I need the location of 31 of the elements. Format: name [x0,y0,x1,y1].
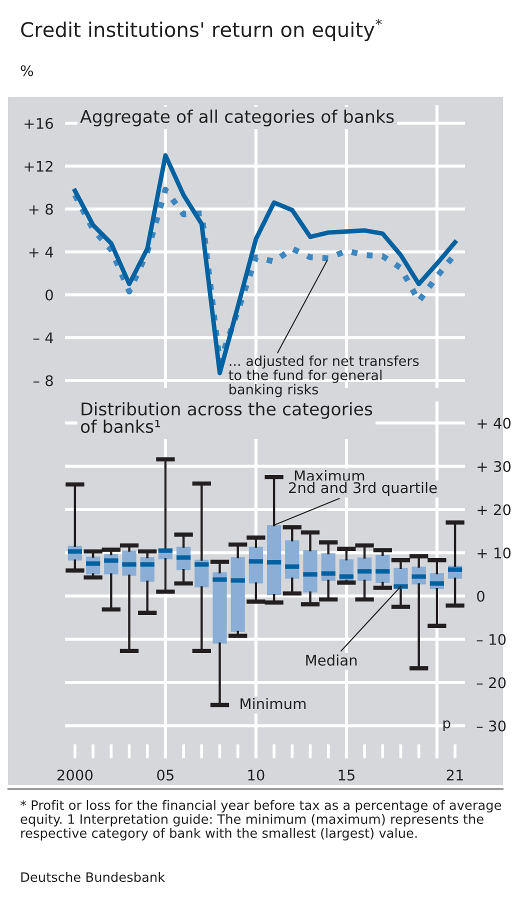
y-tick-label: + 4 [29,246,54,258]
y-tick-label: – 20 [476,677,506,688]
y-tick-label: – 8 [33,375,53,386]
text: * Profit or loss for the financial year before tax as a percentage of average equity. 1 Interpretation guide: The minimum (maximum) represents the respective category of bank with the smallest (largest) value. [20,800,502,840]
y-tick-label: +16 [24,118,53,129]
x-tick-label: 21 [446,770,463,780]
annotation: 2nd and 3rd quartile [289,482,437,496]
annotation: Median [306,654,357,666]
chart-subtitle: Aggregate of all categories of banks [80,110,394,126]
annotation: Minimum [240,698,306,710]
text: Deutsche Bundesbank [21,872,166,882]
y-tick-label: + 8 [29,204,53,215]
y-tick-label: + 30 [478,460,511,472]
y-tick-label: – 10 [476,634,506,646]
y-tick-label: 0 [477,590,484,602]
x-tick-label: 15 [338,770,354,781]
x-tick-label: 05 [157,770,174,781]
x-tick-label: 10 [248,770,264,781]
y-tick-label: + 10 [478,547,511,559]
annotation: p [443,720,450,732]
chart-title: Credit institutions' return on equity$^{*}$ [21,18,382,42]
chart-title: Distribution across the categories of banks¹ [80,402,372,434]
y-tick-label: – 30 [476,720,506,732]
y-axis-title: % [20,65,34,76]
y-tick-label: + 20 [478,504,511,516]
y-tick-label: – 4 [33,332,54,344]
series-label: ... adjusted for net transfers to the fund for general banking risks [228,356,419,398]
x-tick-label: 2000 [57,770,93,781]
y-tick-label: + 40 [478,418,511,429]
y-tick-label: +12 [24,160,52,172]
y-tick-label: 0 [46,289,53,300]
